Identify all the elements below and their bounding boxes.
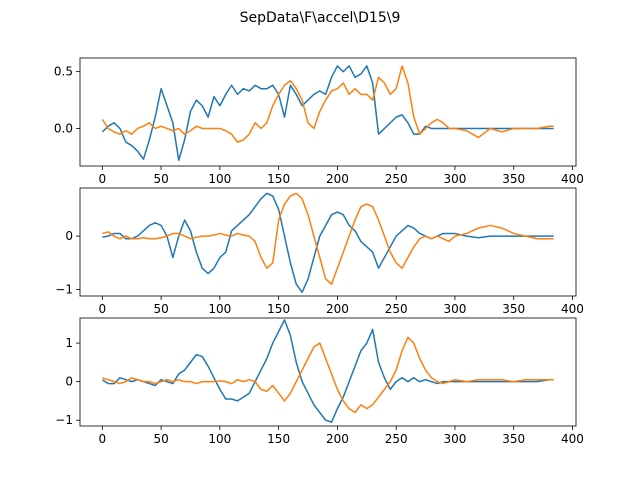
series-line-2: [102, 192, 554, 285]
series-line-2: [102, 336, 554, 414]
x-tick-label: 50: [153, 432, 168, 446]
subplot-2: 0 50 100 150 200 250 300 350 400 −1 0: [55, 187, 584, 316]
axes-frame: [79, 317, 577, 427]
x-tick-label: 0: [99, 302, 107, 316]
x-tick-label: 100: [208, 172, 231, 186]
x-tick-label: 50: [153, 172, 168, 186]
y-tick-label: 0.5: [54, 65, 73, 79]
x-tick-label: 200: [326, 432, 349, 446]
y-tick-label: −1: [55, 283, 73, 297]
x-tick-label: 0: [99, 432, 107, 446]
y-tick-label: 0: [65, 375, 73, 389]
x-tick-label: 350: [502, 302, 525, 316]
axes-frame: [79, 57, 577, 167]
x-tick-label: 250: [385, 172, 408, 186]
x-tick-label: 400: [561, 172, 584, 186]
x-tick-label: 200: [326, 172, 349, 186]
x-tick-label: 150: [267, 172, 290, 186]
series-line-2: [101, 65, 554, 143]
figure-title: SepData\F\accel\D15\9: [240, 10, 401, 26]
x-tick-label: 250: [385, 432, 408, 446]
x-tick-label: 0: [99, 172, 107, 186]
series-line-1: [101, 65, 554, 162]
y-tick-label: 0.0: [54, 121, 73, 135]
x-tick-label: 400: [561, 302, 584, 316]
x-tick-label: 50: [153, 302, 168, 316]
x-tick-label: 350: [502, 172, 525, 186]
x-tick-label: 350: [502, 432, 525, 446]
series-line-1: [102, 192, 554, 294]
x-tick-label: 150: [267, 432, 290, 446]
x-tick-label: 400: [561, 432, 584, 446]
y-tick-label: −1: [55, 413, 73, 427]
subplot-1: 0 50 100 150 200 250 300 350 400 0.0 0.5: [54, 57, 584, 186]
x-tick-label: 250: [385, 302, 408, 316]
subplot-3: 0 50 100 150 200 250 300 350 400 −1 0 1: [55, 317, 584, 446]
x-tick-label: 300: [443, 302, 466, 316]
x-tick-label: 200: [326, 302, 349, 316]
x-tick-label: 150: [267, 302, 290, 316]
y-tick-label: 1: [65, 336, 73, 350]
x-tick-label: 100: [208, 432, 231, 446]
x-tick-label: 300: [443, 432, 466, 446]
x-tick-label: 300: [443, 172, 466, 186]
y-tick-label: 0: [65, 229, 73, 243]
x-tick-label: 100: [208, 302, 231, 316]
axes-frame: [79, 187, 577, 297]
